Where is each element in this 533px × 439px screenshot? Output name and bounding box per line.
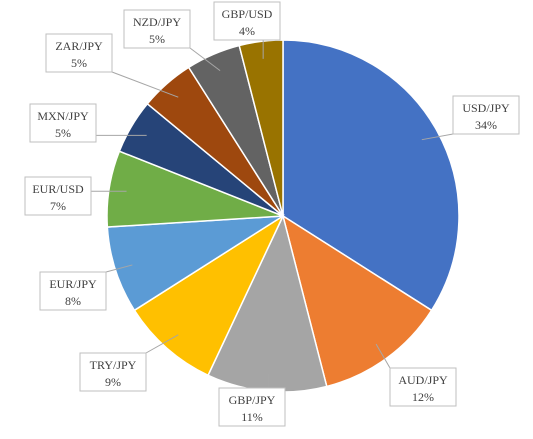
data-label-zar-jpy: ZAR/JPY 5% <box>45 33 113 73</box>
slice-category-label: GBP/USD <box>222 7 273 21</box>
data-label-box <box>389 367 457 407</box>
slice-percent-label: 5% <box>55 126 71 140</box>
pie-slice-eur-jpy <box>106 215 284 312</box>
slice-percent-label: 12% <box>412 390 434 404</box>
slice-percent-label: 5% <box>149 32 165 46</box>
slice-category-label: TRY/JPY <box>90 358 137 372</box>
leader-line-try-jpy <box>145 334 179 354</box>
slice-percent-label: 8% <box>65 294 81 308</box>
data-labels: USD/JPY 34% AUD/JPY 12% GBP/JPY 11% TRY/JPY 9% E… <box>24 1 520 427</box>
data-label-gbp-usd: GBP/USD 4% <box>213 1 281 41</box>
slice-category-label: NZD/JPY <box>133 15 181 29</box>
pie-slice-usd-jpy <box>282 39 460 312</box>
slice-category-label: EUR/JPY <box>49 277 97 291</box>
data-label-box <box>39 271 107 311</box>
data-label-eur-usd: EUR/USD 7% <box>24 176 92 216</box>
slice-percent-label: 34% <box>475 118 497 132</box>
data-label-box <box>218 387 286 427</box>
data-label-box <box>79 352 147 392</box>
data-label-box <box>29 103 97 143</box>
slice-percent-label: 9% <box>105 375 121 389</box>
leader-line-eur-jpy <box>105 264 133 273</box>
data-label-box <box>45 33 113 73</box>
slice-category-label: MXN/JPY <box>37 109 89 123</box>
slice-percent-label: 11% <box>241 410 263 424</box>
pie-slice-gbp-usd <box>238 39 284 217</box>
leader-line-nzd-jpy <box>189 47 221 72</box>
data-label-box <box>123 9 191 49</box>
pie-slices <box>106 39 460 393</box>
data-label-eur-jpy: EUR/JPY 8% <box>39 271 107 311</box>
pie-slice-aud-jpy <box>281 214 433 388</box>
slice-percent-label: 4% <box>239 24 255 38</box>
label-leader-lines <box>91 40 454 388</box>
data-label-usd-jpy: USD/JPY 34% <box>452 95 520 135</box>
data-label-aud-jpy: AUD/JPY 12% <box>389 367 457 407</box>
data-label-box <box>452 95 520 135</box>
slice-percent-label: 7% <box>50 199 66 213</box>
pie-slice-try-jpy <box>133 213 285 377</box>
slice-category-label: AUD/JPY <box>398 373 448 387</box>
data-label-try-jpy: TRY/JPY 9% <box>79 352 147 392</box>
data-label-box <box>213 1 281 41</box>
data-label-box <box>24 176 92 216</box>
slice-category-label: USD/JPY <box>462 101 510 115</box>
slice-category-label: EUR/USD <box>32 182 84 196</box>
data-label-nzd-jpy: NZD/JPY 5% <box>123 9 191 49</box>
leader-line-zar-jpy <box>111 71 179 98</box>
leader-line-aud-jpy <box>375 343 391 369</box>
leader-line-usd-jpy <box>421 133 454 141</box>
data-label-gbp-jpy: GBP/JPY 11% <box>218 387 286 427</box>
data-label-mxn-jpy: MXN/JPY 5% <box>29 103 97 143</box>
slice-category-label: GBP/JPY <box>229 393 276 407</box>
slice-percent-label: 5% <box>71 56 87 70</box>
slice-category-label: ZAR/JPY <box>55 39 103 53</box>
